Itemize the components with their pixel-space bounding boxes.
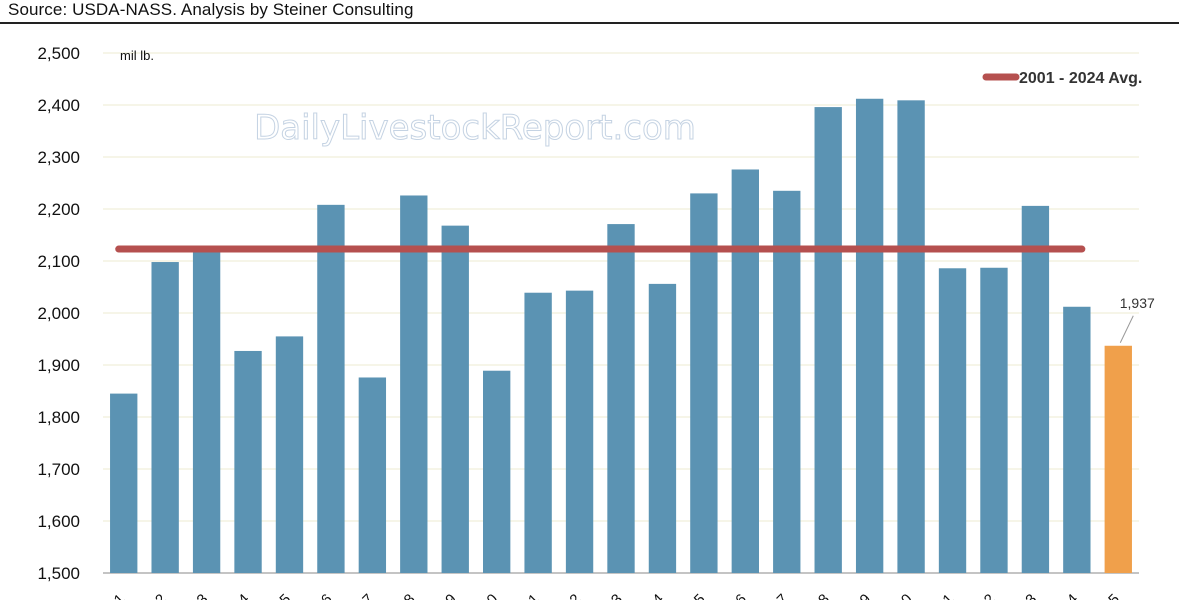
bar-04 [234,350,262,573]
x-tick-label: 11 [520,591,543,600]
x-tick-label: 06 [312,591,336,600]
bars [110,98,1132,574]
y-tick-label: 2,400 [37,96,80,115]
y-tick-label: 2,100 [37,252,80,271]
x-tick-label: 03 [188,591,212,600]
y-tick-label: 2,500 [37,44,80,63]
x-tick-label: 25 [1099,591,1123,600]
legend: 2001 - 2024 Avg. [982,70,1142,87]
bar-17 [773,190,801,574]
x-tick-label: 01 [105,591,129,600]
x-tick-label: 15 [685,591,709,600]
bar-24 [1063,306,1091,573]
x-tick-label: 13 [602,591,626,600]
x-tick-label: 14 [643,591,667,600]
bar-14 [648,283,677,573]
x-tick-label: 18 [809,591,833,600]
callout-leader [1119,315,1134,343]
y-axis-ticks: 1,500 1,600 1,700 1,800 1,900 2,000 2,100 2,200… [37,44,80,583]
x-tick-label: 16 [726,591,750,600]
x-tick-label: 21 [934,591,958,600]
x-tick-label: 02 [146,591,170,600]
bar-19 [855,98,884,573]
source-divider [0,22,1179,24]
y-tick-label: 1,900 [37,356,80,375]
bar-15 [690,193,718,573]
y-tick-label: 2,200 [37,200,80,219]
bar-07 [358,377,387,573]
bar-01 [110,393,138,573]
x-tick-label: 22 [975,591,999,600]
bar-10 [483,370,511,573]
bar-20 [897,100,925,573]
bar-23 [1021,205,1050,573]
bar-08 [400,195,428,574]
bar-16 [731,169,759,574]
bar-02 [151,262,179,573]
bar-18 [814,107,842,573]
bar-05 [275,336,304,573]
x-tick-label: 17 [768,591,792,600]
x-tick-label: 10 [478,591,502,600]
bar-12 [565,290,594,573]
y-tick-label: 1,800 [37,408,80,427]
watermark-text: DailyLivestockReport.com [254,108,696,148]
bar-21 [938,268,967,573]
bar-03 [192,250,221,573]
x-tick-label: 12 [561,591,585,600]
x-tick-label: 09 [436,591,460,600]
source-note: Source: USDA-NASS. Analysis by Steiner C… [8,0,414,19]
bar-11 [524,292,552,573]
x-tick-label: 05 [270,591,294,600]
y-tick-label: 1,700 [37,460,80,479]
bar-25 [1104,345,1132,573]
bar-06 [317,204,345,573]
y-tick-label: 2,300 [37,148,80,167]
x-tick-label: 19 [851,591,875,600]
y-tick-label: 2,000 [37,304,80,323]
x-tick-label: 07 [353,591,377,600]
legend-label-average: 2001 - 2024 Avg. [1019,70,1142,87]
bar-09 [441,225,469,573]
x-tick-label: 20 [892,591,916,600]
data-label: 1,937 [1120,295,1155,311]
bar-22 [980,267,1008,573]
x-tick-label: 04 [229,591,253,600]
y-tick-label: 1,600 [37,512,80,531]
x-tick-label: 24 [1058,591,1082,600]
bar-13 [607,224,635,573]
unit-label: mil lb. [120,48,154,63]
x-axis-ticks: 01 02 03 04 05 06 07 08 09 10 11 12 13 14 15 16 17 18 19 20… [105,591,1123,600]
x-tick-label: 08 [395,591,419,600]
y-tick-label: 1,500 [37,564,80,583]
annotations: 1,937 [1120,295,1155,343]
x-tick-label: 23 [1016,591,1040,600]
